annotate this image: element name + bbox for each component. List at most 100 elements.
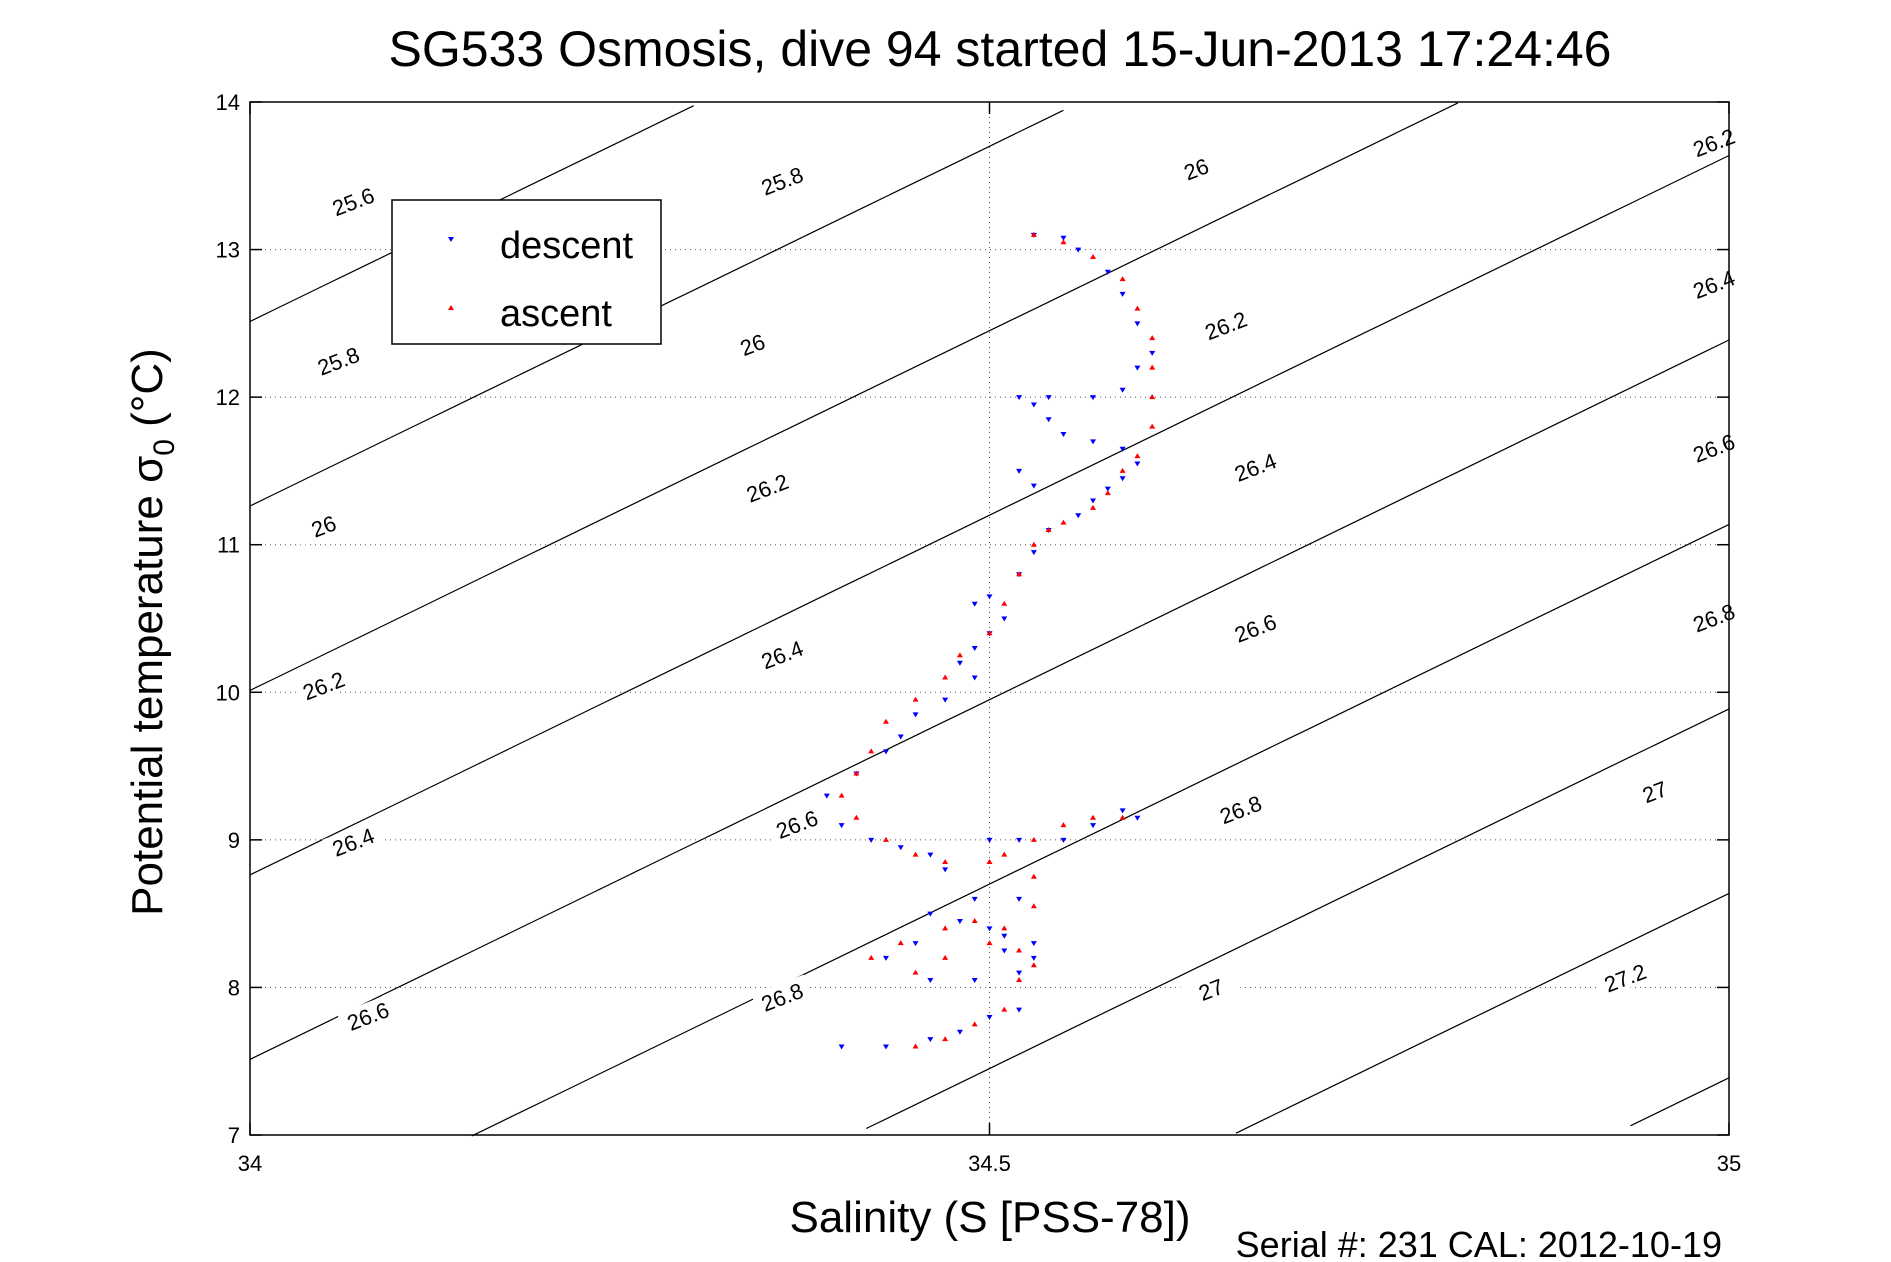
descent-point <box>971 675 978 681</box>
contour-label-background <box>766 801 827 845</box>
descent-point <box>1060 235 1067 241</box>
ascent-point <box>1119 467 1126 473</box>
descent-point <box>1090 395 1097 401</box>
descent-point <box>1016 468 1023 474</box>
x-axis-label: Salinity (S [PSS-78]) <box>789 1193 1190 1242</box>
ascent-point <box>868 954 875 960</box>
descent-point <box>868 837 875 843</box>
descent-point <box>1119 476 1126 482</box>
ascent-point <box>912 969 919 975</box>
descent-point <box>1016 395 1023 401</box>
contour-label-background <box>751 632 813 675</box>
contour-label-background <box>1224 605 1286 649</box>
ascent-point <box>942 1036 949 1042</box>
ascent-point <box>1001 1006 1008 1012</box>
ascent-point <box>1149 335 1156 341</box>
contour-label-background <box>721 322 783 365</box>
ascent-point <box>853 770 860 776</box>
ascent-point <box>912 696 919 702</box>
ascent-point <box>1030 962 1037 968</box>
ascent-point <box>897 940 904 946</box>
descent-point <box>1119 808 1126 814</box>
y-tick-label: 8 <box>228 975 240 1000</box>
contour-label-background <box>322 179 384 222</box>
y-tick-label: 7 <box>228 1123 240 1148</box>
descent-point <box>1090 498 1097 504</box>
ascent-point <box>1016 571 1023 577</box>
grid-lines <box>250 102 1729 1135</box>
descent-point <box>1075 513 1082 519</box>
descent-point <box>1134 365 1141 371</box>
ascent-point <box>838 792 845 798</box>
y-tick-label: 12 <box>216 385 240 410</box>
ascent-point <box>986 630 993 636</box>
descent-point <box>1134 815 1141 821</box>
descent-point <box>1001 616 1008 622</box>
descent-point <box>1001 948 1008 954</box>
ascent-point <box>1030 231 1037 237</box>
descent-point <box>1090 439 1097 445</box>
descent-point <box>986 1014 993 1020</box>
descent-point <box>882 1044 889 1050</box>
ascent-point <box>1090 504 1097 510</box>
descent-point <box>1075 247 1082 253</box>
legend-descent-label: descent <box>500 225 634 267</box>
contour-label-background <box>1180 967 1242 1010</box>
ascent-point <box>912 851 919 857</box>
descent-point <box>942 697 949 703</box>
descent-point <box>1134 461 1141 467</box>
descent-point <box>1030 402 1037 408</box>
contour-label-background <box>1224 444 1286 488</box>
descent-point <box>1045 395 1052 401</box>
descent-point <box>897 845 904 851</box>
descent-point <box>912 712 919 718</box>
ascent-point <box>882 718 889 724</box>
descent-point <box>823 793 830 799</box>
y-tick-label: 10 <box>216 680 240 705</box>
descent-point <box>1016 970 1023 976</box>
ascent-point <box>1001 851 1008 857</box>
ascent-point <box>942 674 949 680</box>
descent-point <box>1104 269 1111 275</box>
descent-point <box>971 601 978 607</box>
x-tick-label: 34.5 <box>968 1151 1011 1176</box>
descent-point <box>838 1044 845 1050</box>
ascent-point <box>853 814 860 820</box>
legend: descent ascent <box>391 199 662 345</box>
ascent-point <box>1149 423 1156 429</box>
descent-point <box>1060 837 1067 843</box>
y-tick-label: 9 <box>228 828 240 853</box>
legend-ascent-label: ascent <box>500 293 612 335</box>
descent-point <box>1016 896 1023 902</box>
ascent-point <box>1016 947 1023 953</box>
contour-label-background <box>292 503 354 547</box>
ascent-point <box>1016 977 1023 983</box>
data-series <box>823 231 1156 1050</box>
ascent-point <box>1090 814 1097 820</box>
ascent-point <box>1060 239 1067 245</box>
descent-point <box>1119 387 1126 393</box>
density-contour-line <box>249 154 1730 876</box>
ascent-point <box>986 858 993 864</box>
ascent-point <box>882 836 889 842</box>
serial-calibration-footer: Serial #: 231 CAL: 2012-10-19 <box>1236 1224 1722 1262</box>
descent-point <box>1104 486 1111 492</box>
descent-point <box>882 749 889 755</box>
descent-point <box>1016 1007 1023 1013</box>
ascent-point <box>1134 453 1141 459</box>
x-tick-label: 35 <box>1717 1151 1741 1176</box>
ascent-point <box>971 1021 978 1027</box>
descent-point <box>1090 823 1097 829</box>
x-tick-label: 34 <box>238 1151 262 1176</box>
ascent-point <box>868 748 875 754</box>
density-contour-line <box>1630 1077 1730 1127</box>
chart-title: SG533 Osmosis, dive 94 started 15-Jun-20… <box>389 21 1612 77</box>
descent-point <box>956 1029 963 1035</box>
ascent-point <box>1119 276 1126 282</box>
contour-label-background <box>322 819 384 863</box>
descent-point <box>1030 955 1037 961</box>
descent-point <box>971 896 978 902</box>
descent-point <box>1119 446 1126 452</box>
contour-label-background <box>736 465 798 509</box>
contour-label-background <box>751 974 813 1018</box>
